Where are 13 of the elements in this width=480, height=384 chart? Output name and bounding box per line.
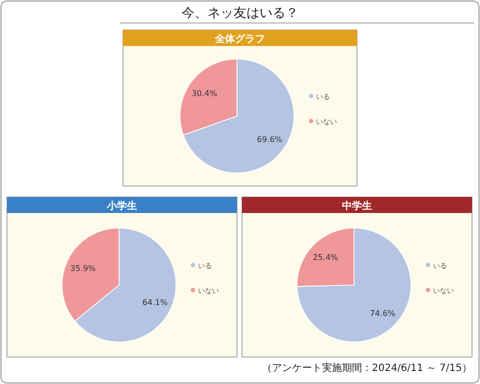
text: （アンケート実施期間：2024/6/11 ～ 7/15） — [262, 362, 472, 374]
data-label: 35.9% — [70, 264, 96, 273]
chart-title: 中学生 — [342, 200, 372, 212]
data-label: 30.4% — [192, 88, 218, 98]
chart-title: 全体グラフ — [214, 33, 265, 45]
data-label: 74.6% — [370, 308, 396, 318]
chart-title: 小学生 — [106, 200, 137, 212]
pie-slice — [182, 58, 294, 174]
data-label: 64.1% — [142, 298, 168, 308]
data-label: 25.4% — [312, 253, 339, 262]
data-label: 69.6% — [256, 135, 283, 144]
text: 今、ネッ友はいる？ — [182, 6, 298, 21]
pie-slice — [296, 228, 412, 342]
